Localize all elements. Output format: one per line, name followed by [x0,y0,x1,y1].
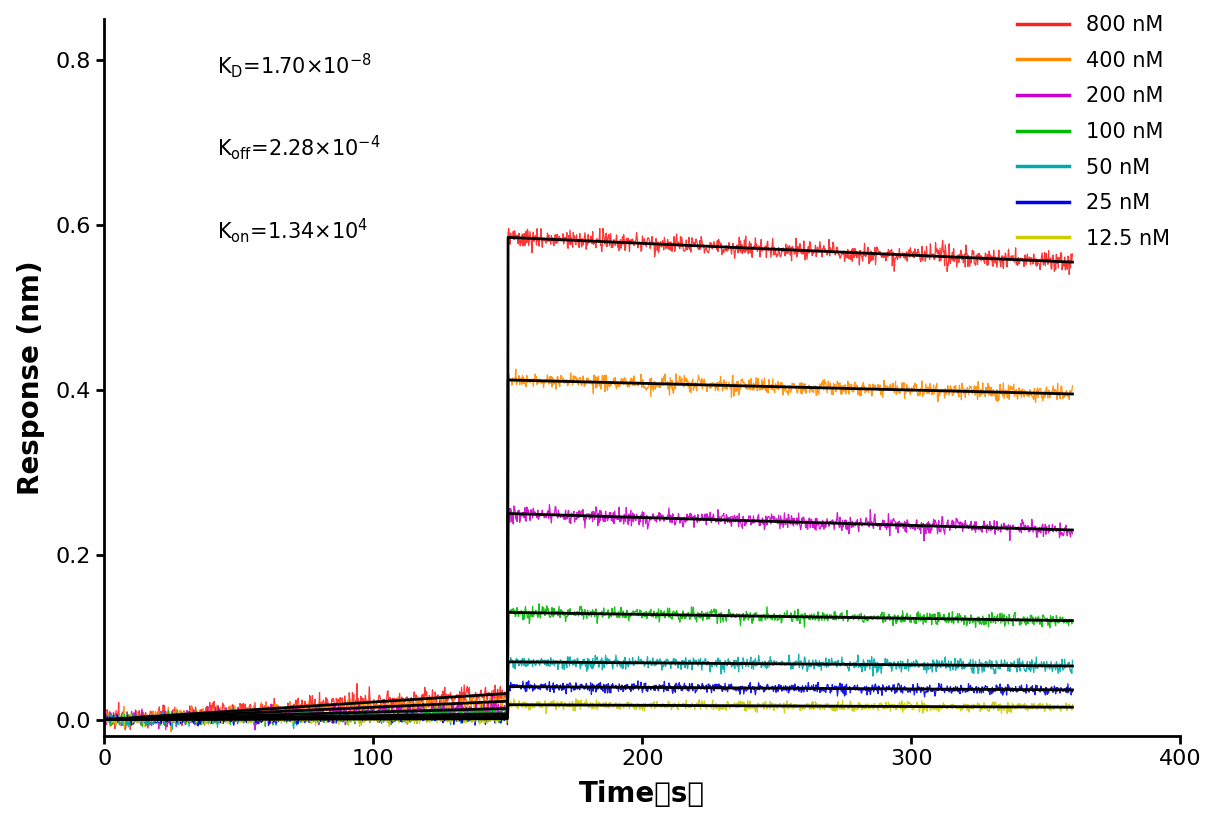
Y-axis label: Response (nm): Response (nm) [17,260,45,495]
Text: K$_\mathrm{off}$=2.28×10$^{-4}$: K$_\mathrm{off}$=2.28×10$^{-4}$ [217,134,381,163]
Text: K$_\mathrm{D}$=1.70×10$^{-8}$: K$_\mathrm{D}$=1.70×10$^{-8}$ [217,51,373,80]
Text: K$_\mathrm{on}$=1.34×10$^{4}$: K$_\mathrm{on}$=1.34×10$^{4}$ [217,216,369,245]
X-axis label: Time（s）: Time（s） [580,780,705,808]
Legend: 800 nM, 400 nM, 200 nM, 100 nM, 50 nM, 25 nM, 12.5 nM: 800 nM, 400 nM, 200 nM, 100 nM, 50 nM, 2… [1017,15,1169,249]
